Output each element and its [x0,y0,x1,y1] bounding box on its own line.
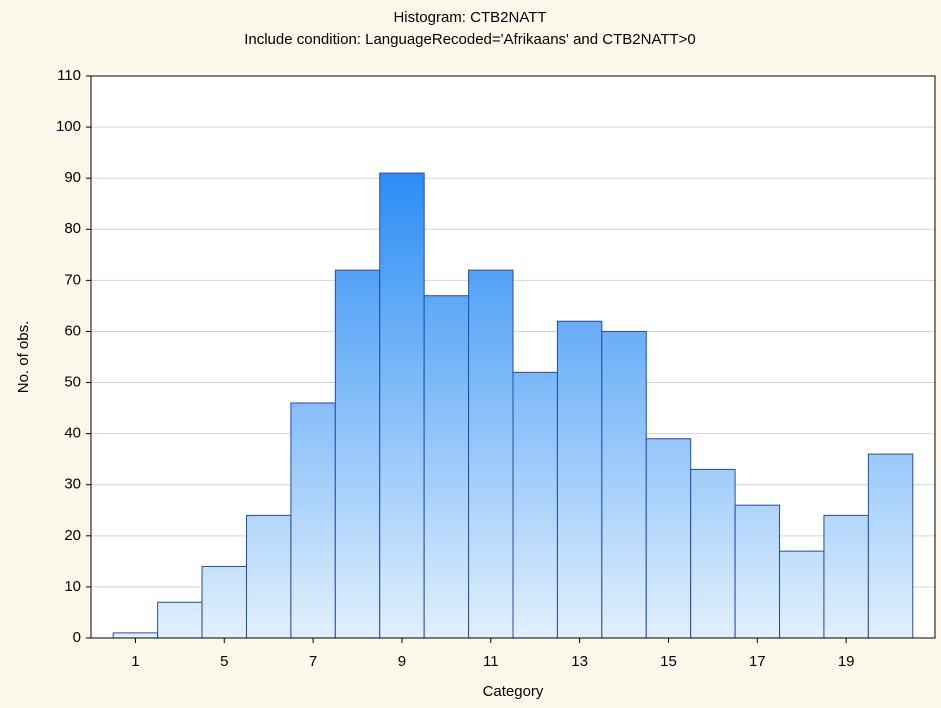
y-tick-label: 110 [57,67,81,84]
bar [334,269,381,639]
bar [867,453,914,639]
bar [201,565,247,639]
y-axis-label: No. of obs. [15,321,32,394]
bar [157,601,203,639]
x-tick-label: 7 [309,653,317,670]
bar [245,514,292,639]
bar [779,550,825,639]
y-tick-label: 30 [64,476,81,493]
y-tick-label: 20 [64,527,81,544]
y-tick-label: 90 [64,169,81,186]
x-axis-label: Category [483,683,544,700]
bar [112,632,159,639]
y-tick-label: 70 [64,271,81,288]
x-tick-label: 19 [838,653,855,670]
bar [645,438,692,639]
y-tick-label: 50 [64,374,81,391]
x-tick-label: 5 [220,653,228,670]
x-tick-label: 1 [131,653,139,670]
y-tick-label: 60 [64,322,81,339]
plot-frame [90,75,936,639]
x-tick-label: 17 [749,653,766,670]
y-tick-label: 0 [73,629,81,646]
chart-title: Histogram: CTB2NATT [393,9,546,26]
y-tick-label: 10 [64,578,81,595]
bar [823,514,869,639]
bar [290,402,336,639]
bar [690,468,736,639]
bar [734,504,781,639]
bar [423,295,470,639]
chart-subtitle: Include condition: LanguageRecoded='Afri… [244,31,696,48]
bar [556,320,603,639]
y-tick-label: 40 [64,425,81,442]
y-tick-label: 100 [56,118,81,135]
bar [379,172,425,639]
bar [601,330,647,639]
x-tick-label: 9 [398,653,406,670]
x-tick-label: 11 [483,653,499,670]
bar [512,371,558,639]
y-tick-label: 80 [64,220,81,237]
bar [468,269,514,639]
x-tick-label: 13 [571,653,588,670]
x-tick-label: 15 [660,653,677,670]
